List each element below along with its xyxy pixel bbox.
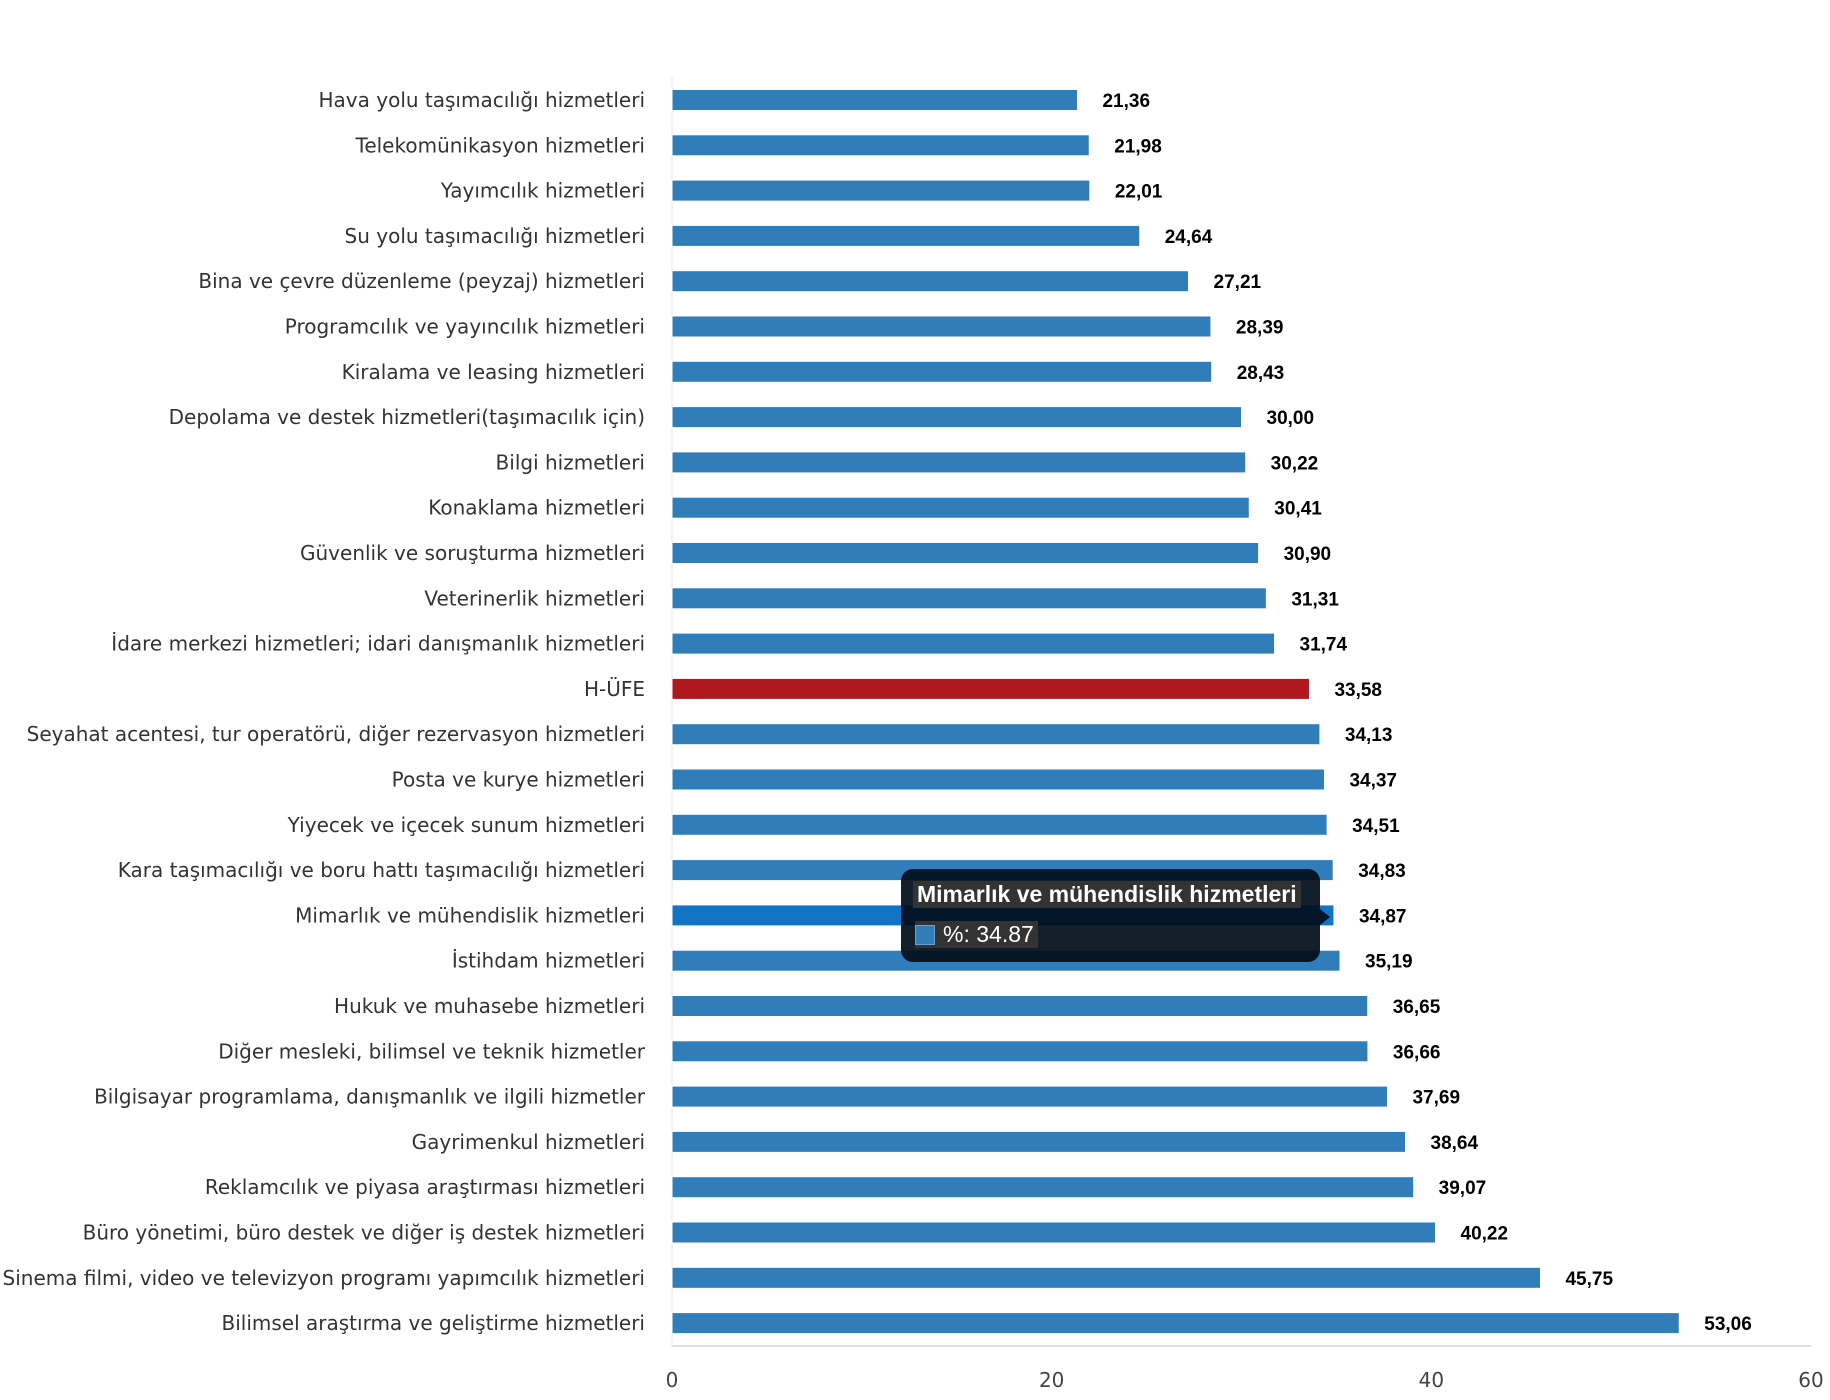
data-label: 21,36: [1102, 91, 1150, 112]
category-label: Hava yolu taşımacılığı hizmetleri: [319, 88, 646, 112]
data-label: 53,06: [1704, 1314, 1752, 1335]
data-label: 36,65: [1393, 997, 1441, 1018]
category-label: Reklamcılık ve piyasa araştırması hizmet…: [205, 1175, 645, 1199]
data-label: 31,31: [1291, 589, 1339, 610]
category-label: Kara taşımacılığı ve boru hattı taşımacı…: [118, 858, 645, 882]
category-label: Bilgi hizmetleri: [496, 450, 645, 474]
category-label: Konaklama hizmetleri: [428, 496, 645, 520]
category-label: Mimarlık ve mühendislik hizmetleri: [295, 903, 645, 927]
category-label: Kiralama ve leasing hizmetleri: [342, 360, 645, 384]
data-label: 27,21: [1214, 272, 1262, 293]
bar[interactable]: [671, 360, 1213, 383]
category-label: Sinema filmi, video ve televizyon progra…: [3, 1266, 645, 1290]
data-label: 21,98: [1114, 136, 1162, 157]
tooltip-arrow-icon: [1320, 909, 1330, 925]
data-label: 30,22: [1271, 453, 1319, 474]
category-label: Yiyecek ve içecek sunum hizmetleri: [287, 813, 645, 837]
bar[interactable]: [671, 315, 1212, 338]
data-label: 36,66: [1393, 1042, 1441, 1063]
bar[interactable]: [671, 1312, 1680, 1335]
category-label: Bina ve çevre düzenleme (peyzaj) hizmetl…: [198, 269, 645, 293]
category-label: İdare merkezi hizmetleri; idari danışman…: [111, 632, 645, 656]
bar[interactable]: [671, 813, 1328, 836]
bar[interactable]: [671, 542, 1260, 564]
bar[interactable]: [671, 1176, 1415, 1199]
bar[interactable]: [671, 224, 1141, 247]
category-label: İstihdam hizmetleri: [452, 949, 645, 973]
data-label: 28,39: [1236, 318, 1284, 339]
category-label: H-ÜFE: [584, 677, 645, 701]
bar[interactable]: [671, 587, 1267, 610]
category-label: Büro yönetimi, büro destek ve diğer iş d…: [83, 1221, 645, 1245]
data-label: 30,41: [1274, 499, 1322, 520]
category-label: Programcılık ve yayıncılık hizmetleri: [285, 315, 645, 339]
bar[interactable]: [671, 1130, 1407, 1153]
category-label: Güvenlik ve soruşturma hizmetleri: [300, 541, 645, 565]
category-label: Hukuk ve muhasebe hizmetleri: [334, 994, 645, 1018]
data-label: 37,69: [1412, 1088, 1460, 1109]
data-label: 39,07: [1439, 1178, 1487, 1199]
category-label: Su yolu taşımacılığı hizmetleri: [345, 224, 645, 248]
bar[interactable]: [671, 451, 1247, 474]
bar[interactable]: [671, 995, 1369, 1017]
bar[interactable]: [671, 179, 1091, 202]
tooltip-value: %: 34.87: [943, 921, 1034, 947]
bar[interactable]: [671, 677, 1310, 700]
bar[interactable]: [671, 406, 1242, 429]
bar[interactable]: [671, 632, 1276, 655]
data-label: 34,51: [1352, 816, 1400, 837]
x-tick-label: 60: [1798, 1368, 1823, 1392]
data-label: 30,00: [1267, 408, 1315, 429]
category-label: Posta ve kurye hizmetleri: [392, 768, 645, 792]
tooltip: Mimarlık ve mühendislik hizmetleri %: 34…: [901, 869, 1330, 962]
data-label: 30,90: [1284, 544, 1332, 565]
category-label: Telekomünikasyon hizmetleri: [355, 133, 646, 157]
tooltip-title: Mimarlık ve mühendislik hizmetleri: [913, 881, 1301, 908]
bar[interactable]: [671, 1221, 1437, 1244]
data-label: 22,01: [1115, 182, 1163, 203]
tooltip-row: %: 34.87: [915, 921, 1038, 948]
data-label: 40,22: [1461, 1224, 1509, 1245]
bar[interactable]: [671, 768, 1325, 791]
data-label: 28,43: [1237, 363, 1285, 384]
data-label: 34,37: [1349, 771, 1397, 792]
bar[interactable]: [671, 134, 1090, 157]
bar[interactable]: [671, 1085, 1388, 1108]
x-tick-label: 20: [1039, 1368, 1064, 1392]
series-swatch-icon: [915, 924, 935, 945]
data-label: 45,75: [1565, 1269, 1613, 1290]
data-label: 24,64: [1165, 227, 1213, 248]
data-label: 34,83: [1358, 861, 1406, 882]
x-tick-label: 40: [1419, 1368, 1444, 1392]
data-label: 38,64: [1431, 1133, 1479, 1154]
bar[interactable]: [671, 1040, 1369, 1063]
category-label: Gayrimenkul hizmetleri: [412, 1130, 645, 1154]
data-label: 35,19: [1365, 952, 1413, 973]
data-label: 34,87: [1359, 906, 1407, 927]
category-label: Yayımcılık hizmetleri: [440, 179, 645, 203]
bar[interactable]: [671, 1266, 1541, 1289]
data-label: 34,13: [1345, 725, 1393, 746]
bar[interactable]: [671, 723, 1321, 746]
category-label: Veterinerlik hizmetleri: [424, 586, 645, 610]
data-label: 31,74: [1300, 635, 1348, 656]
bar[interactable]: [671, 89, 1078, 111]
bar[interactable]: [671, 496, 1250, 519]
category-label: Diğer mesleki, bilimsel ve teknik hizmet…: [218, 1039, 646, 1063]
x-tick-label: 0: [666, 1368, 679, 1392]
bar[interactable]: [671, 270, 1190, 293]
category-label: Bilimsel araştırma ve geliştirme hizmetl…: [222, 1311, 645, 1335]
data-label: 33,58: [1334, 680, 1382, 701]
category-label: Bilgisayar programlama, danışmanlık ve i…: [94, 1085, 646, 1109]
category-label: Seyahat acentesi, tur operatörü, diğer r…: [27, 722, 645, 746]
category-label: Depolama ve destek hizmetleri(taşımacılı…: [169, 405, 645, 429]
